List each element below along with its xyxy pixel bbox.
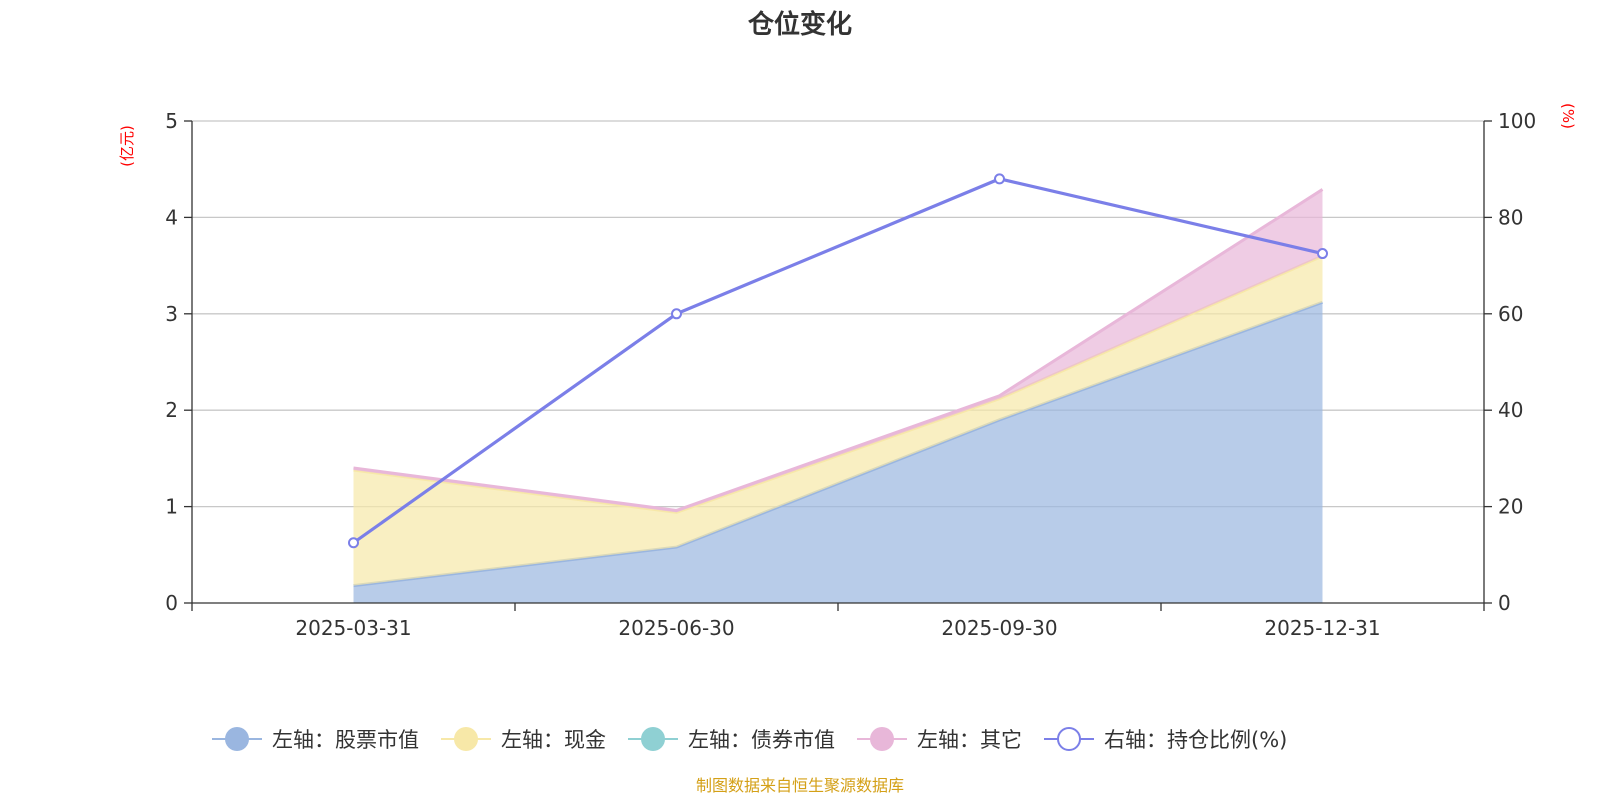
legend-marker — [870, 727, 894, 751]
left-axis-tick-label: 1 — [165, 495, 178, 519]
ratio-line — [352, 177, 1323, 545]
right-axis-tick-label: 100 — [1498, 109, 1536, 133]
legend-marker — [1057, 727, 1081, 751]
x-axis-tick-label: 2025-12-31 — [1264, 616, 1380, 640]
left-axis-unit: (亿元) — [118, 125, 136, 167]
axes: 0 1 2 3 4 5 0 20 40 60 80 100 2025-03-31 2025-06-30 20… — [165, 109, 1536, 640]
left-axis-tick-label: 3 — [165, 302, 178, 326]
legend: 左轴：股票市值 左轴：现金 左轴：债券市值 左轴：其它 右轴：持仓比例(%) — [212, 727, 1287, 752]
area-0 — [353, 302, 1323, 603]
legend-item: 左轴：现金 — [441, 727, 606, 752]
chart-title: 仓位变化 — [747, 9, 852, 40]
legend-marker — [454, 727, 478, 751]
legend-item: 左轴：债券市值 — [628, 727, 835, 752]
ratio-point — [671, 308, 682, 320]
legend-item: 左轴：其它 — [857, 727, 1022, 752]
legend-label: 右轴：持仓比例(%) — [1104, 728, 1287, 752]
legend-label: 左轴：其它 — [917, 728, 1022, 752]
ratio-point — [348, 537, 359, 549]
left-axis-tick-label: 0 — [165, 591, 178, 615]
legend-label: 左轴：现金 — [501, 728, 606, 752]
legend-item: 左轴：股票市值 — [212, 727, 419, 752]
legend-marker — [641, 727, 665, 751]
right-axis-tick-label: 20 — [1498, 495, 1523, 519]
right-axis-tick-label: 80 — [1498, 205, 1523, 229]
right-axis-unit: (%) — [1559, 103, 1577, 129]
x-axis-tick-label: 2025-03-31 — [295, 616, 411, 640]
data-source-note: 制图数据来自恒生聚源数据库 — [696, 776, 904, 795]
legend-label: 左轴：债券市值 — [688, 728, 835, 752]
right-axis-tick-label: 0 — [1498, 591, 1511, 615]
area-edge-3 — [353, 188, 1324, 512]
x-axis-tick-label: 2025-09-30 — [941, 616, 1057, 640]
left-axis-tick-label: 2 — [165, 398, 178, 422]
x-axis-tick-label: 2025-06-30 — [618, 616, 734, 640]
left-axis-tick-label: 4 — [165, 205, 178, 229]
stacked-areas — [353, 188, 1324, 603]
legend-marker — [225, 727, 249, 751]
left-axis-tick-label: 5 — [165, 109, 178, 133]
ratio-point — [1317, 248, 1328, 260]
ratio-line-layer — [348, 173, 1328, 549]
right-axis-tick-label: 60 — [1498, 302, 1523, 326]
legend-item: 右轴：持仓比例(%) — [1044, 727, 1287, 752]
legend-label: 左轴：股票市值 — [272, 728, 419, 752]
ratio-point — [994, 173, 1005, 185]
right-axis-tick-label: 40 — [1498, 398, 1523, 422]
